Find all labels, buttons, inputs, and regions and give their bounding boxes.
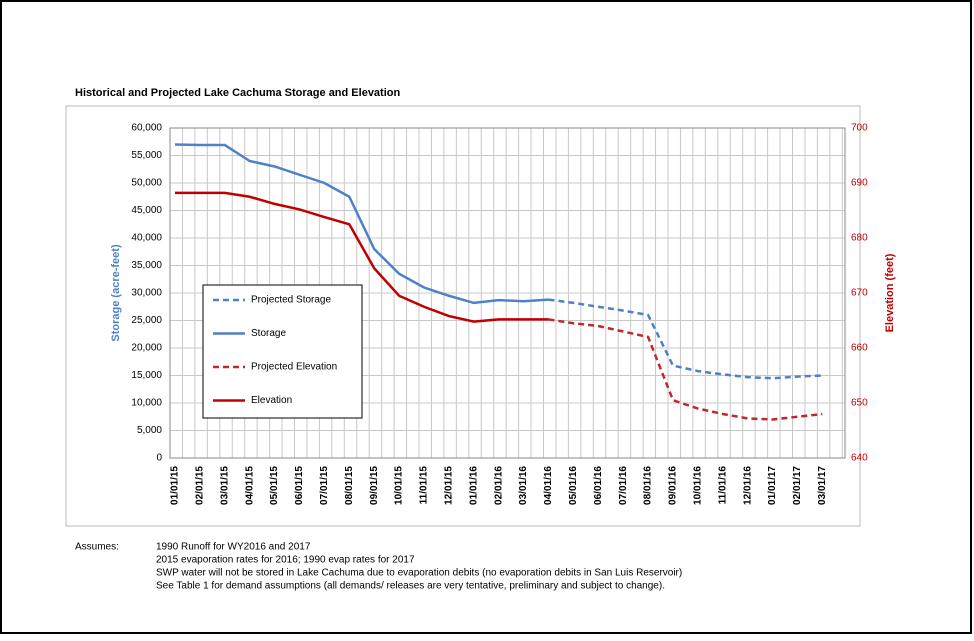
chart-box: [65, 105, 861, 527]
x-tick-label: 12/01/15: [444, 466, 455, 505]
x-tick-label: 02/01/15: [195, 466, 206, 505]
y-axis-label: Storage (acre-feet): [110, 244, 122, 342]
x-tick-label: 02/01/16: [493, 466, 504, 505]
y-tick-label: 20,000: [131, 343, 162, 354]
x-tick-label: 03/01/17: [817, 466, 828, 505]
series-line: [548, 298, 823, 380]
chart-title: Historical and Projected Lake Cachuma St…: [75, 87, 400, 99]
x-tick-label: 06/01/16: [593, 466, 604, 505]
x-tick-label: 01/01/16: [468, 466, 479, 505]
y2-tick-label: 700: [851, 123, 868, 134]
y-tick-label: 45,000: [131, 205, 162, 216]
x-tick-label: 04/01/15: [244, 466, 255, 505]
series-line: [175, 191, 549, 323]
x-tick-label: 01/01/15: [170, 466, 181, 505]
x-tick-label: 11/01/16: [717, 466, 728, 505]
y-tick-label: 60,000: [131, 123, 162, 134]
x-tick-label: 11/01/15: [419, 466, 430, 505]
x-tick-label: 03/01/15: [219, 466, 230, 505]
y-tick-label: 5,000: [137, 425, 162, 436]
y-tick-label: 0: [156, 453, 162, 464]
x-tick-label: 09/01/15: [369, 466, 380, 505]
x-tick-label: 07/01/15: [319, 466, 330, 505]
note: See Table 1 for demand assumptions (all …: [156, 581, 665, 592]
y-tick-label: 25,000: [131, 315, 162, 326]
y2-axis-label: Elevation (feet): [884, 253, 896, 332]
legend-label: Projected Elevation: [251, 362, 337, 373]
x-tick-label: 03/01/16: [518, 466, 529, 505]
y-tick-label: 10,000: [131, 398, 162, 409]
x-tick-label: 08/01/15: [344, 466, 355, 505]
x-tick-label: 12/01/16: [742, 466, 753, 505]
x-tick-label: 09/01/16: [668, 466, 679, 505]
note: 1990 Runoff for WY2016 and 2017: [156, 542, 311, 553]
y2-tick-label: 670: [851, 288, 868, 299]
note: 2015 evaporation rates for 2016; 1990 ev…: [156, 555, 415, 566]
legend: [202, 284, 363, 419]
x-tick-label: 08/01/16: [643, 466, 654, 505]
y2-tick-label: 660: [851, 343, 868, 354]
y-tick-label: 55,000: [131, 150, 162, 161]
x-tick-label: 05/01/15: [269, 466, 280, 505]
y2-tick-label: 650: [851, 398, 868, 409]
y-tick-label: 50,000: [131, 178, 162, 189]
plot-area: [169, 127, 846, 459]
x-tick-label: 10/01/16: [693, 466, 704, 505]
series-line: [174, 143, 549, 305]
legend-label: Storage: [251, 328, 286, 339]
y-tick-label: 15,000: [131, 370, 162, 381]
series-line: [548, 318, 823, 421]
y2-tick-label: 690: [851, 178, 868, 189]
x-tick-label: 01/01/17: [767, 466, 778, 505]
x-tick-label: 05/01/16: [568, 466, 579, 505]
y-tick-label: 40,000: [131, 233, 162, 244]
legend-label: Elevation: [251, 395, 292, 406]
note: SWP water will not be stored in Lake Cac…: [156, 568, 682, 579]
x-tick-label: 06/01/15: [294, 466, 305, 505]
y2-tick-label: 640: [851, 453, 868, 464]
notes-label: Assumes:: [75, 542, 119, 553]
y2-tick-label: 680: [851, 233, 868, 244]
y-tick-label: 35,000: [131, 260, 162, 271]
legend-label: Projected Storage: [251, 295, 331, 306]
y-tick-label: 30,000: [131, 288, 162, 299]
x-tick-label: 02/01/17: [792, 466, 803, 505]
x-tick-label: 04/01/16: [543, 466, 554, 505]
x-tick-label: 07/01/16: [618, 466, 629, 505]
x-tick-label: 10/01/15: [394, 466, 405, 505]
